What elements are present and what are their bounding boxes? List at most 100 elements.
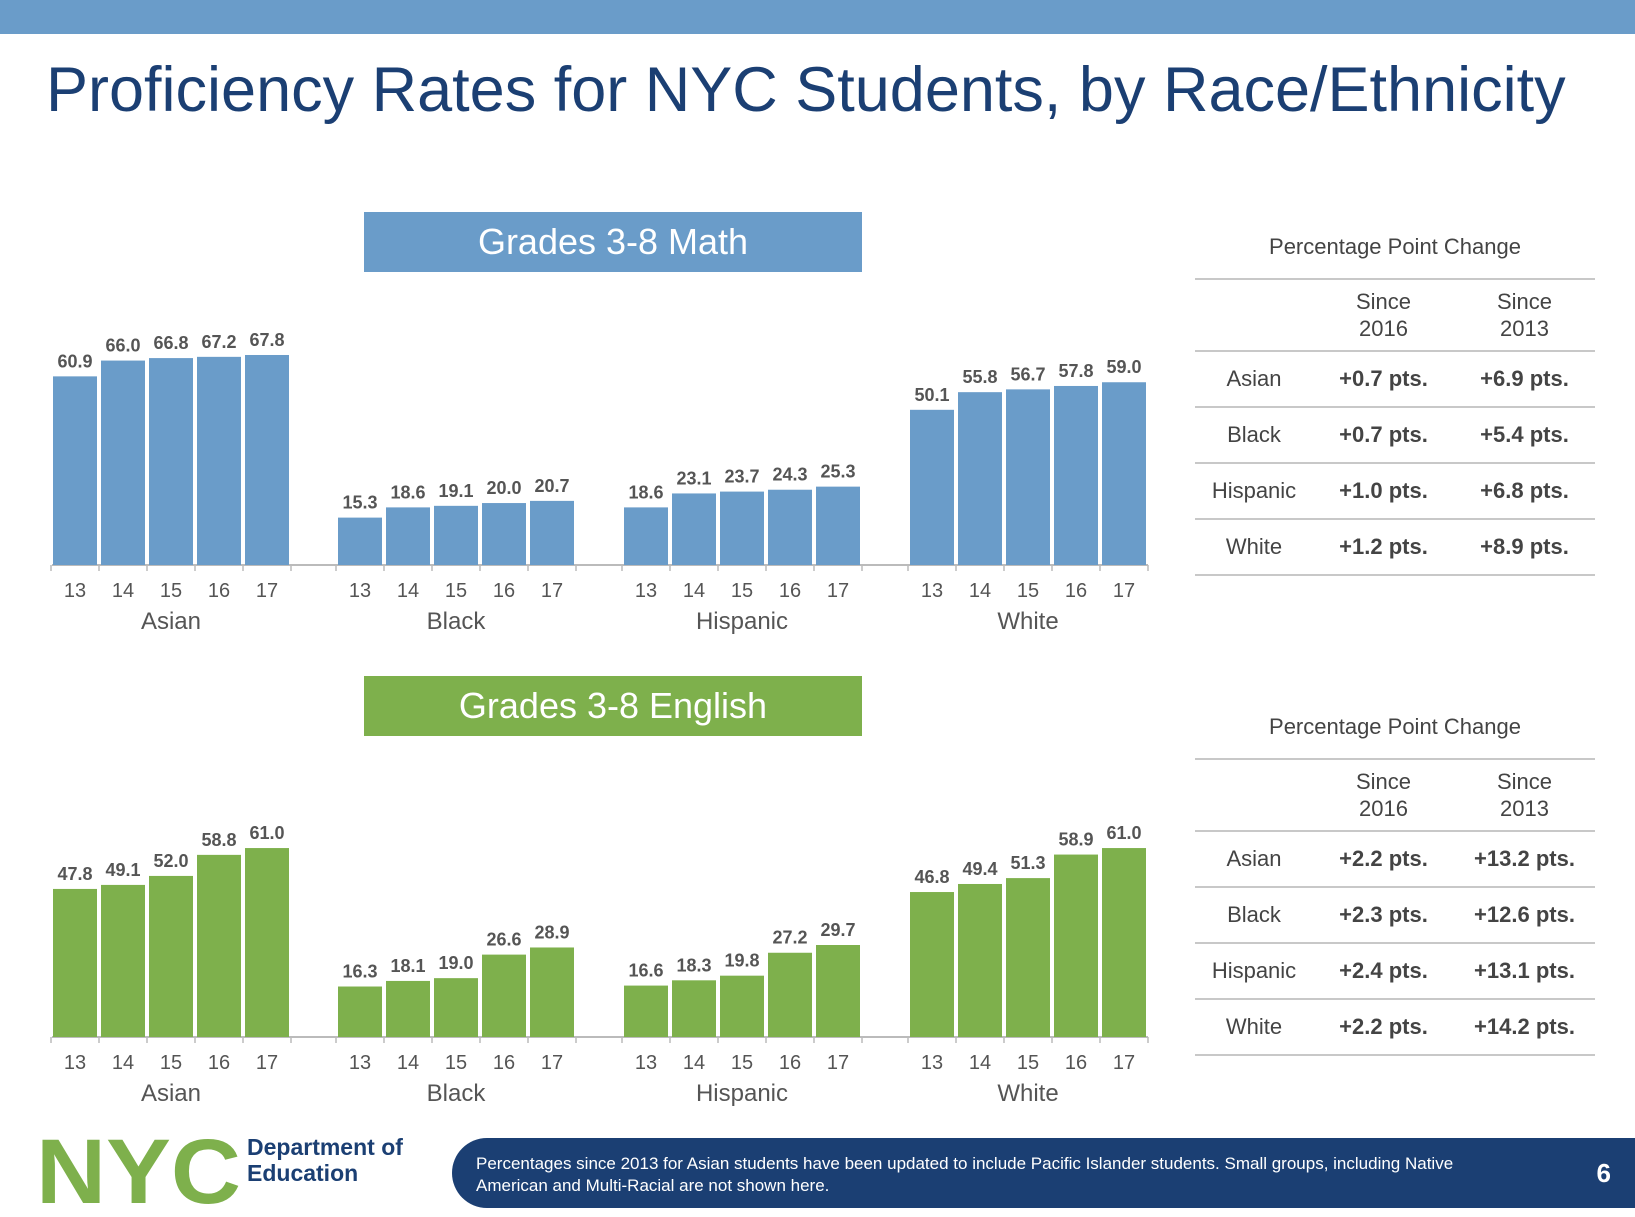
data-label: 20.0 [486, 478, 521, 498]
bar-hispanic-16 [768, 952, 812, 1037]
table-row: White +2.2 pts. +14.2 pts. [1225, 1014, 1575, 1039]
x-tick-label: 16 [779, 1052, 801, 1074]
table-row: Asian +2.2 pts. +13.2 pts. [1226, 846, 1575, 871]
table-row: Hispanic +1.0 pts. +6.8 pts. [1211, 478, 1569, 503]
x-tick-label: 14 [969, 580, 991, 602]
data-label: 18.3 [676, 955, 711, 975]
group-label-white: White [997, 608, 1058, 635]
english-bar-chart: 47.8 13 49.1 14 52.0 15 58.8 16 61.0 17 Asian 16.3 1… [50, 823, 1149, 1107]
page-number: 6 [1596, 1158, 1611, 1188]
divider [1195, 406, 1595, 408]
page-title: Proficiency Rates for NYC Students, by R… [46, 55, 1566, 125]
table-row: White +1.2 pts. +8.9 pts. [1225, 534, 1569, 559]
table-row: Asian +0.7 pts. +6.9 pts. [1226, 366, 1569, 391]
x-tick-label: 17 [827, 1052, 849, 1074]
table-row: Black +0.7 pts. +5.4 pts. [1227, 422, 1569, 447]
bar-asian-16 [197, 854, 241, 1037]
top-accent-bar [0, 0, 1635, 34]
bar-hispanic-16 [768, 489, 812, 565]
group-label-asian: Asian [141, 608, 201, 635]
math-section-label: Grades 3-8 Math [364, 212, 862, 272]
nyc-logo-text: NYC [36, 1133, 241, 1207]
footnote: Percentages since 2013 for Asian student… [476, 1154, 1454, 1195]
x-tick-label: 17 [256, 580, 278, 602]
bar-white-13 [910, 892, 954, 1037]
data-label: 49.1 [105, 860, 140, 880]
x-tick-label: 14 [683, 580, 705, 602]
divider [1195, 830, 1595, 832]
divider [1195, 942, 1595, 944]
x-tick-label: 13 [349, 1052, 371, 1074]
bar-white-15 [1006, 389, 1050, 565]
x-tick-label: 17 [541, 1052, 563, 1074]
data-label: 25.3 [820, 462, 855, 482]
x-tick-label: 13 [635, 1052, 657, 1074]
x-tick-label: 15 [1017, 580, 1039, 602]
data-label: 26.6 [486, 930, 521, 950]
x-tick-label: 16 [208, 580, 230, 602]
x-tick-label: 17 [1113, 580, 1135, 602]
group-label-hispanic: Hispanic [696, 1080, 788, 1107]
x-tick-label: 13 [635, 580, 657, 602]
bar-white-14 [958, 392, 1002, 565]
x-tick-label: 14 [397, 580, 419, 602]
divider [1195, 518, 1595, 520]
bar-white-17 [1102, 382, 1146, 565]
bar-black-15 [434, 978, 478, 1037]
data-label: 16.6 [628, 961, 663, 981]
data-label: 18.6 [628, 482, 663, 502]
bar-black-16 [482, 954, 526, 1037]
x-tick-label: 17 [827, 580, 849, 602]
footer-bar: Percentages since 2013 for Asian student… [452, 1138, 1635, 1208]
x-tick-label: 16 [1065, 580, 1087, 602]
data-label: 66.8 [153, 333, 188, 353]
col-since-2013: Since 2013 [1496, 769, 1553, 821]
data-label: 19.0 [438, 953, 473, 973]
bar-asian-13 [53, 376, 97, 565]
bar-asian-16 [197, 356, 241, 565]
bar-black-15 [434, 505, 478, 565]
data-label: 61.0 [1106, 823, 1141, 843]
divider [1195, 886, 1595, 888]
department-name: Department of Education [247, 1134, 403, 1186]
data-label: 61.0 [249, 823, 284, 843]
data-label: 46.8 [914, 867, 949, 887]
data-label: 51.3 [1010, 853, 1045, 873]
data-label: 15.3 [342, 493, 377, 513]
bar-asian-13 [53, 888, 97, 1037]
table-row: Black +2.3 pts. +12.6 pts. [1227, 902, 1575, 927]
data-label: 27.2 [772, 928, 807, 948]
bar-black-13 [338, 517, 382, 565]
data-label: 60.9 [57, 351, 92, 371]
x-tick-label: 17 [256, 1052, 278, 1074]
bar-asian-15 [149, 358, 193, 565]
x-tick-label: 15 [160, 1052, 182, 1074]
bar-hispanic-13 [624, 507, 668, 565]
bar-asian-15 [149, 875, 193, 1037]
x-tick-label: 15 [445, 580, 467, 602]
data-label: 58.9 [1058, 830, 1093, 850]
group-label-hispanic: Hispanic [696, 608, 788, 635]
x-tick-label: 13 [921, 1052, 943, 1074]
data-label: 18.1 [390, 956, 425, 976]
group-label-white: White [997, 1080, 1058, 1107]
bar-asian-14 [101, 884, 145, 1037]
divider [1195, 574, 1595, 576]
data-label: 23.1 [676, 468, 711, 488]
data-label: 57.8 [1058, 361, 1093, 381]
x-tick-label: 16 [779, 580, 801, 602]
english-section-label: Grades 3-8 English [364, 676, 862, 736]
math-change-title: Percentage Point Change [1269, 234, 1521, 259]
math-bar-chart: 60.9 13 66.0 14 66.8 15 67.2 16 67.8 17 Asian 15.3 1… [50, 330, 1149, 635]
divider [1195, 998, 1595, 1000]
x-tick-label: 15 [445, 1052, 467, 1074]
x-tick-label: 15 [1017, 1052, 1039, 1074]
data-label: 28.9 [534, 922, 569, 942]
bar-black-16 [482, 503, 526, 565]
x-tick-label: 14 [112, 1052, 134, 1074]
bar-white-15 [1006, 878, 1050, 1037]
x-tick-label: 16 [493, 580, 515, 602]
bar-white-14 [958, 883, 1002, 1037]
data-label: 29.7 [820, 920, 855, 940]
group-label-asian: Asian [141, 1080, 201, 1107]
